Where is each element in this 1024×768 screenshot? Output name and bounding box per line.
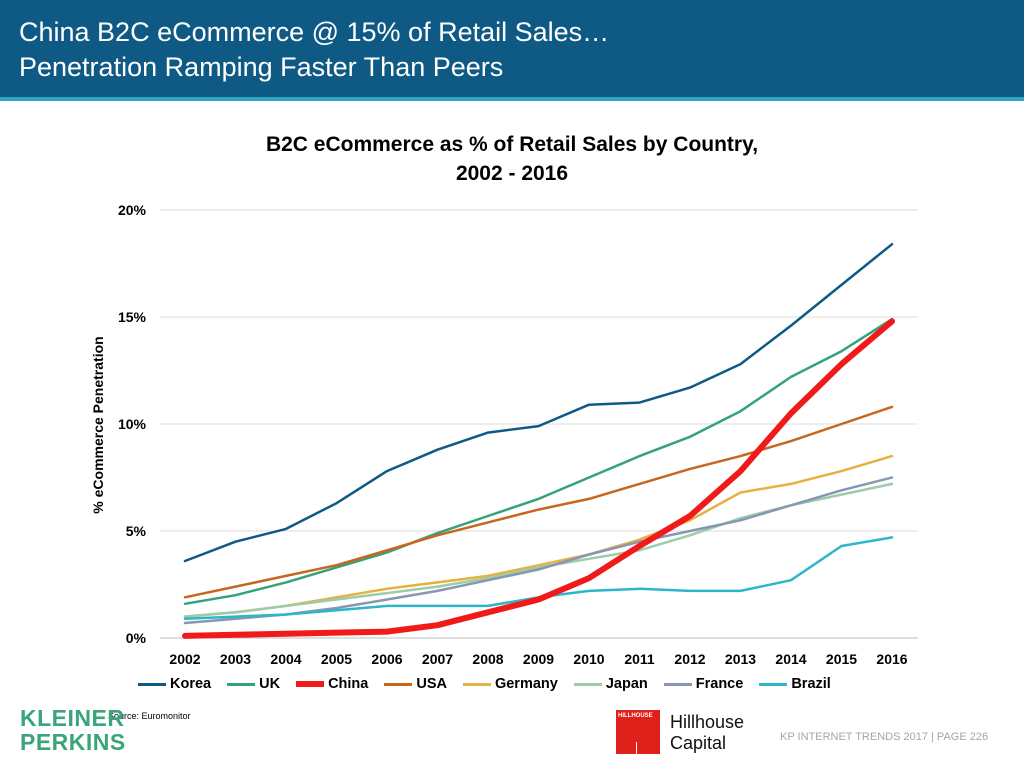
x-tick-label: 2013 (725, 651, 756, 667)
x-tick-label: 2012 (674, 651, 705, 667)
x-tick-label: 2010 (573, 651, 604, 667)
hillhouse-capital-logo: Hillhouse Capital (670, 712, 744, 754)
series-line-korea (183, 242, 894, 563)
legend-swatch (138, 682, 166, 686)
legend-swatch (462, 682, 491, 686)
series-layer (182, 242, 895, 639)
legend-item-usa: USA (384, 676, 447, 692)
kp-logo-line1: KLEINER (20, 705, 125, 731)
x-tick-label: 2006 (371, 651, 402, 667)
x-tick-label: 2014 (775, 651, 806, 667)
x-tick-label: 2002 (169, 651, 200, 667)
legend-swatch (384, 682, 413, 686)
legend-label: Korea (170, 676, 212, 692)
legend-label: France (695, 676, 744, 692)
slide-title: China B2C eCommerce @ 15% of Retail Sale… (19, 15, 609, 85)
y-tick-label: 5% (126, 523, 147, 539)
legend-item-uk: UK (227, 676, 280, 692)
slide-title-line1: China B2C eCommerce @ 15% of Retail Sale… (19, 17, 610, 47)
legend-swatch (296, 681, 325, 687)
hillhouse-logo-mark-line (636, 742, 637, 754)
kp-logo-line2: PERKINS (20, 729, 126, 755)
source-note: Source: Euromonitor (108, 711, 191, 721)
header-bar: China B2C eCommerce @ 15% of Retail Sale… (0, 0, 1024, 97)
y-tick-label: 10% (118, 416, 147, 432)
legend-label: China (328, 676, 369, 692)
x-tick-label: 2015 (826, 651, 857, 667)
legend-item-brazil: Brazil (759, 676, 831, 692)
series-line-china (182, 318, 895, 639)
x-tick-label: 2009 (523, 651, 554, 667)
series-line-germany (183, 454, 894, 618)
y-tick-label: 20% (118, 202, 147, 218)
axis-layer: 0% 5% 10% 15% 20% 2002 2003 2004 2005 2006 2007 200… (118, 202, 908, 667)
grid-layer (160, 209, 918, 639)
x-tick-label: 2003 (220, 651, 251, 667)
series-line-usa (183, 405, 894, 599)
legend-label: USA (416, 676, 447, 692)
legend-label: Brazil (791, 676, 831, 692)
y-tick-label: 0% (126, 630, 147, 646)
chart-title-line2: 2002 - 2016 (455, 162, 569, 185)
hillhouse-name-line2: Capital (670, 733, 727, 753)
legend-item-germany: Germany (462, 676, 558, 692)
page-footer: KP INTERNET TRENDS 2017 | PAGE 226 (780, 731, 989, 743)
x-tick-label: 2016 (876, 651, 907, 667)
hillhouse-logo-mark-text: HILLHOUSE (618, 713, 653, 719)
y-tick-label: 15% (118, 309, 147, 325)
legend-swatch (759, 682, 788, 686)
x-tick-label: 2005 (321, 651, 352, 667)
legend-label: Germany (494, 676, 558, 692)
slide-title-line2: Penetration Ramping Faster Than Peers (19, 52, 504, 82)
legend-item-korea: Korea (138, 676, 211, 692)
legend-swatch (573, 682, 602, 686)
y-axis-label: % eCommerce Penetration (90, 336, 106, 513)
legend-item-france: France (663, 676, 744, 692)
series-line-uk (183, 317, 894, 606)
legend-label: UK (259, 676, 281, 692)
hillhouse-logo-mark: HILLHOUSE (616, 710, 660, 754)
header-accent-line (0, 97, 1024, 101)
legend-label: Japan (605, 676, 648, 692)
legend-swatch (227, 682, 256, 686)
chart-title: B2C eCommerce as % of Retail Sales by Co… (0, 130, 1024, 188)
x-tick-label: 2011 (624, 651, 655, 667)
x-tick-label: 2004 (270, 651, 301, 667)
chart-title-line1: B2C eCommerce as % of Retail Sales by Co… (265, 133, 759, 156)
legend-item-japan: Japan (573, 676, 648, 692)
x-tick-label: 2007 (422, 651, 453, 667)
x-tick-label: 2008 (472, 651, 503, 667)
legend-item-china: China (296, 676, 368, 692)
kleiner-perkins-logo: KLEINER PERKINS (20, 706, 126, 754)
hillhouse-name-line1: Hillhouse (670, 712, 745, 732)
legend-swatch (663, 682, 692, 686)
chart-legend: Korea UK China USA Germany Japan France Brazil (138, 674, 898, 694)
